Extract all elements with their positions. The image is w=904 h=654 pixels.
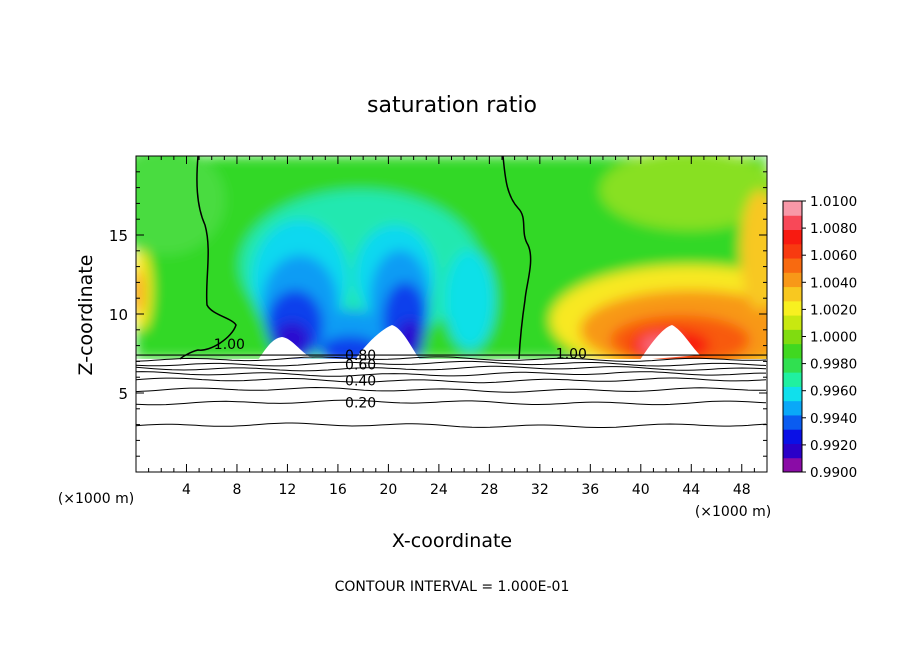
colorbar-swatch (783, 400, 802, 416)
colorbar-label: 1.0060 (810, 248, 857, 264)
y-tick-label: 15 (109, 227, 128, 245)
field-right-yellow-tail (740, 190, 767, 310)
colorbar-swatch (783, 414, 802, 430)
x-tick-label: 24 (430, 482, 448, 498)
colorbar-label: 0.9960 (810, 384, 857, 400)
colorbar-swatch (783, 215, 802, 231)
x-tick-label: 16 (329, 482, 347, 498)
contour-line-0.5 (135, 371, 766, 377)
colorbar-label: 0.9900 (810, 465, 857, 481)
colorbar-swatch (783, 357, 802, 373)
x-tick-label: 12 (279, 482, 297, 498)
contour-labels: 1.00 1.00 0.800.600.40 0.20 (214, 337, 587, 411)
colorbar-label: 1.0040 (810, 275, 857, 291)
colorbar-swatch (783, 329, 802, 345)
colorbar-swatch (783, 229, 802, 245)
contour-label: 0.60 (345, 358, 376, 374)
x-tick-label: 4 (182, 482, 191, 498)
colorbar-label: 0.9940 (810, 411, 857, 427)
x-tick-label: 44 (682, 482, 700, 498)
saturation-field (136, 156, 767, 472)
colorbar-swatch (783, 343, 802, 359)
field-upper-right-yellowgreen (600, 156, 767, 230)
contour-line-0.2 (135, 399, 767, 406)
x-unit-label-left: (×1000 m) (58, 491, 134, 507)
x-tick-label: 40 (632, 482, 650, 498)
field-upper-left-green (136, 156, 225, 255)
colorbar-swatch (783, 272, 802, 288)
field-cyan-3 (445, 250, 495, 350)
x-tick-label: 28 (480, 482, 498, 498)
contour-line-0.4 (135, 377, 767, 384)
colorbar-label: 1.0080 (810, 221, 857, 237)
colorbar-swatch (783, 429, 802, 444)
plot-area: 1.001.000.800.600.400.20 4 8 12 16 20 24 28 32 3… (109, 155, 768, 498)
contour-line-0.8 (135, 356, 767, 362)
x-unit-label-right: (×1000 m) (695, 504, 771, 520)
colorbar-swatch (783, 201, 802, 216)
colorbar-label: 1.0000 (810, 330, 857, 346)
colorbar-swatch (783, 457, 802, 473)
contour-1.00-left (179, 155, 237, 360)
colorbar-swatch (783, 258, 802, 273)
contour-label: 1.00 (214, 337, 245, 353)
colorbar-swatch (783, 300, 802, 316)
contour-label: 0.40 (345, 373, 376, 389)
colorbar-swatch (783, 315, 802, 330)
x-tick-label: 8 (232, 482, 241, 498)
y-tick-labels: 5 10 15 (109, 227, 128, 403)
contour-line-0.1 (135, 422, 767, 428)
contour-label: 0.80 (345, 348, 376, 364)
y-tick-label: 5 (118, 385, 128, 403)
colorbar-swatch (783, 243, 802, 259)
x-tick-label: 36 (581, 482, 599, 498)
axis-ticks (136, 156, 767, 472)
colorbar-swatch (783, 372, 802, 387)
x-tick-label: 48 (733, 482, 751, 498)
contour-line-0.6 (135, 365, 767, 372)
y-tick-label: 10 (109, 306, 128, 324)
x-tick-labels: 4 8 12 16 20 24 28 32 36 40 44 48 (182, 482, 751, 498)
colorbar-label: 0.9920 (810, 438, 857, 454)
contour-label: 0.20 (345, 395, 376, 411)
contour-interval-footer: CONTOUR INTERVAL = 1.000E-01 (335, 579, 570, 595)
colorbar-swatch (783, 286, 802, 302)
colorbar-swatch (783, 386, 802, 402)
cloud-base-cutout (258, 325, 700, 360)
y-axis-label: Z-coordinate (75, 255, 97, 376)
colorbar-label: 1.0100 (810, 194, 857, 210)
chart-title: saturation ratio (367, 93, 537, 118)
line-contours (135, 354, 767, 428)
x-tick-label: 32 (531, 482, 549, 498)
contour-label: 1.00 (556, 347, 587, 363)
x-axis-label: X-coordinate (392, 530, 512, 552)
colorbar: 1.0100 1.0080 1.0060 1.0040 1.0020 1.0000 0.99… (782, 194, 857, 481)
colorbar-label: 0.9980 (810, 357, 857, 373)
x-tick-label: 20 (379, 482, 397, 498)
contour-line-0.7 (135, 360, 767, 367)
colorbar-label: 1.0020 (810, 302, 857, 318)
field-left-orange (136, 270, 144, 314)
colorbar-swatch (783, 443, 802, 459)
contour-1.00-right (502, 155, 532, 360)
contour-line-0.3 (135, 386, 766, 393)
